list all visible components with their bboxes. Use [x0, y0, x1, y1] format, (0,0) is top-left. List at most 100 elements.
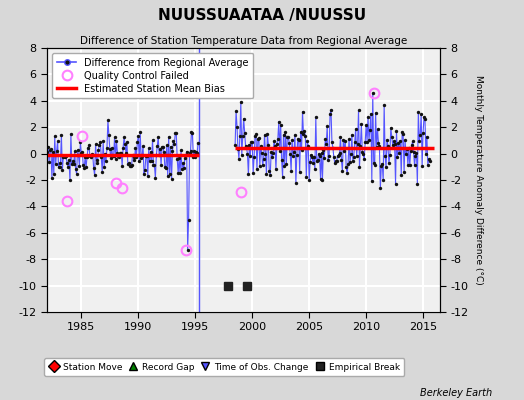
- Point: [191, 153, 200, 160]
- Point: [145, 145, 153, 152]
- Point: [320, 154, 329, 161]
- Point: [108, 153, 117, 159]
- Point: [150, 162, 159, 169]
- Point: [385, 160, 393, 166]
- Point: [83, 154, 91, 160]
- Point: [50, 133, 59, 140]
- Point: [345, 136, 353, 142]
- Point: [421, 116, 429, 122]
- Point: [159, 143, 167, 150]
- Point: [318, 176, 326, 183]
- Point: [119, 144, 127, 151]
- Point: [234, 146, 242, 152]
- Point: [375, 143, 384, 150]
- Point: [312, 158, 321, 164]
- Point: [294, 137, 303, 143]
- Point: [63, 160, 71, 166]
- Point: [327, 107, 335, 113]
- Point: [77, 149, 85, 156]
- Point: [269, 150, 277, 157]
- Point: [187, 129, 195, 136]
- Point: [171, 130, 180, 136]
- Point: [194, 140, 202, 146]
- Point: [251, 132, 259, 139]
- Point: [120, 134, 128, 141]
- Point: [423, 162, 432, 168]
- Point: [237, 152, 246, 158]
- Point: [100, 164, 108, 170]
- Point: [311, 166, 319, 172]
- Point: [52, 148, 61, 154]
- Point: [54, 164, 63, 170]
- Point: [43, 149, 51, 156]
- Point: [97, 153, 105, 160]
- Point: [157, 162, 165, 168]
- Point: [399, 131, 407, 137]
- Legend: Station Move, Record Gap, Time of Obs. Change, Empirical Break: Station Move, Record Gap, Time of Obs. C…: [44, 358, 405, 376]
- Point: [74, 152, 83, 159]
- Point: [81, 154, 89, 161]
- Point: [323, 123, 331, 130]
- Point: [381, 153, 389, 159]
- Point: [233, 124, 241, 130]
- Point: [313, 157, 322, 164]
- Point: [276, 147, 284, 154]
- Point: [126, 163, 135, 169]
- Point: [148, 137, 157, 143]
- Point: [255, 135, 263, 142]
- Point: [413, 180, 422, 187]
- Point: [123, 139, 131, 146]
- Point: [388, 142, 397, 148]
- Point: [238, 133, 247, 140]
- Point: [402, 151, 410, 157]
- Point: [373, 143, 381, 150]
- Point: [174, 170, 182, 176]
- Point: [253, 166, 261, 172]
- Point: [137, 154, 145, 161]
- Point: [170, 140, 179, 147]
- Point: [383, 136, 391, 143]
- Point: [296, 169, 304, 175]
- Point: [267, 149, 276, 156]
- Point: [114, 153, 123, 159]
- Point: [270, 138, 278, 144]
- Point: [144, 172, 152, 179]
- Point: [333, 153, 342, 159]
- Point: [408, 142, 416, 148]
- Point: [133, 139, 141, 146]
- Point: [69, 158, 77, 164]
- Point: [177, 147, 185, 154]
- Point: [398, 128, 407, 135]
- Point: [111, 156, 119, 162]
- Point: [321, 136, 330, 142]
- Point: [156, 146, 165, 152]
- Point: [86, 154, 95, 160]
- Point: [362, 122, 370, 128]
- Point: [331, 160, 339, 166]
- Point: [139, 142, 147, 149]
- Point: [256, 163, 264, 169]
- Point: [347, 151, 355, 157]
- Point: [279, 132, 288, 138]
- Point: [305, 177, 313, 183]
- Point: [163, 173, 172, 179]
- Point: [307, 152, 315, 158]
- Point: [339, 137, 347, 143]
- Point: [110, 153, 118, 159]
- Point: [423, 133, 431, 140]
- Point: [389, 138, 398, 144]
- Point: [75, 163, 84, 169]
- Point: [412, 150, 421, 156]
- Point: [416, 132, 424, 138]
- Point: [262, 170, 270, 177]
- Point: [158, 144, 166, 150]
- Point: [61, 154, 69, 160]
- Point: [348, 158, 357, 164]
- Point: [125, 160, 133, 166]
- Point: [53, 138, 62, 144]
- Text: Berkeley Earth: Berkeley Earth: [420, 388, 493, 398]
- Point: [324, 156, 332, 163]
- Point: [84, 145, 92, 152]
- Point: [178, 166, 186, 172]
- Point: [266, 171, 275, 178]
